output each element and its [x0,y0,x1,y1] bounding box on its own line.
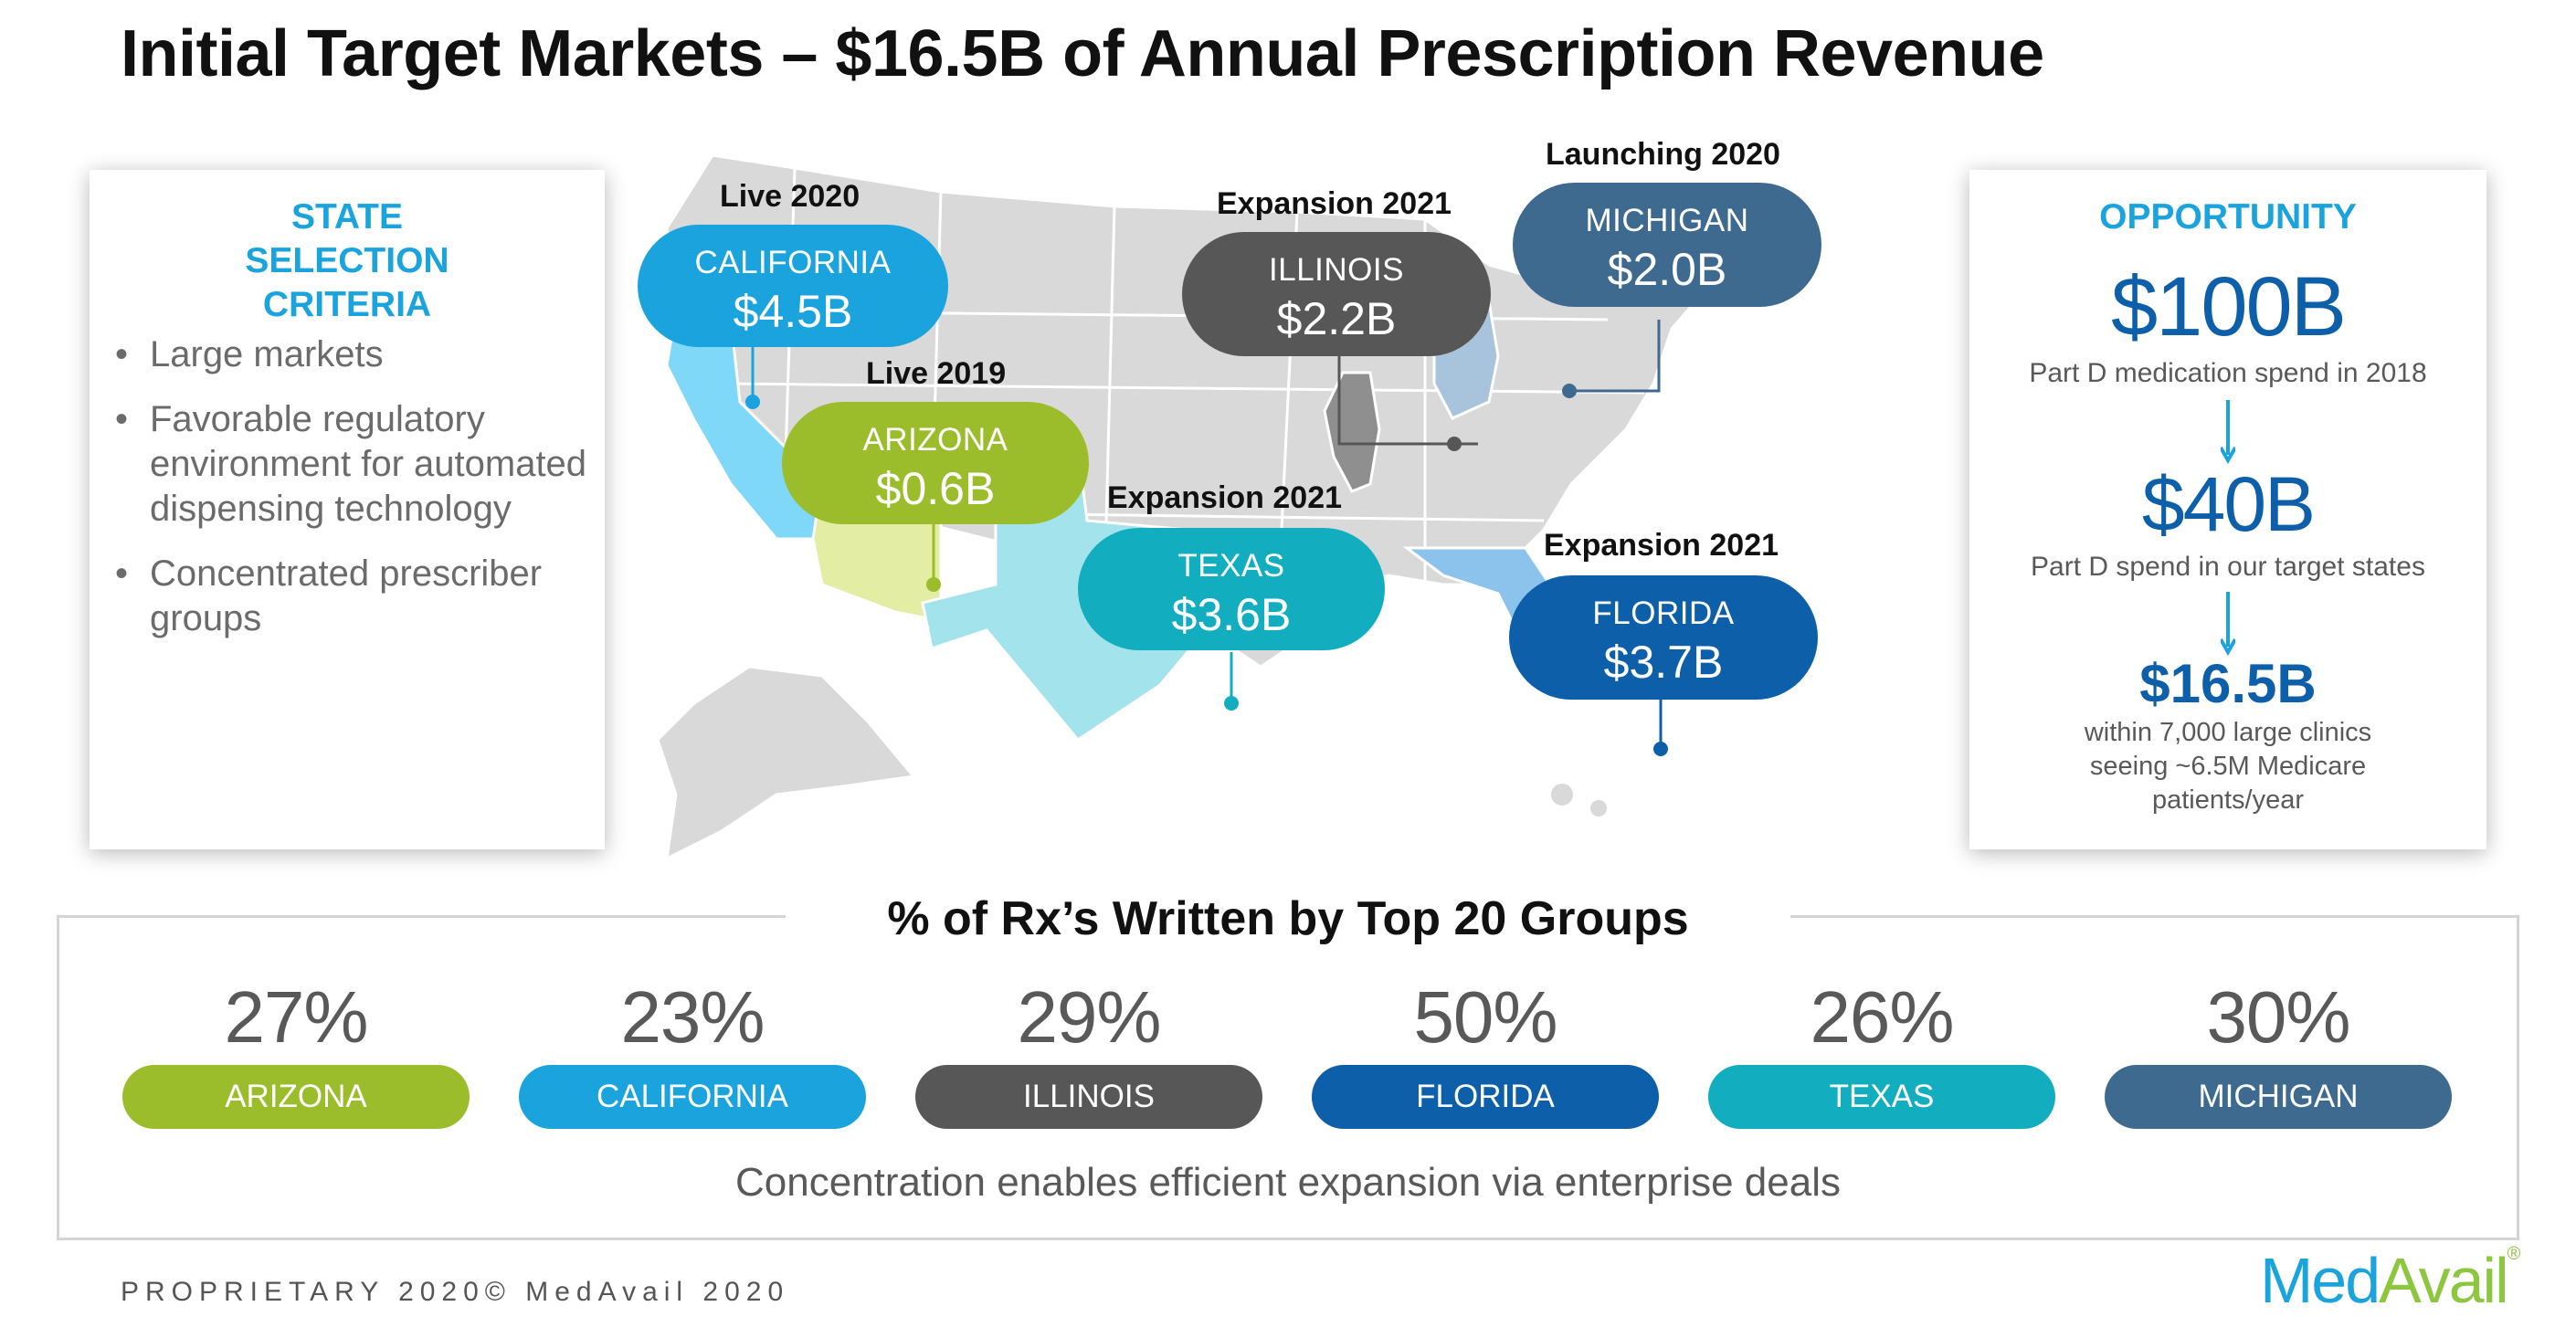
arizona-bubble: ARIZONA $0.6B [782,402,1089,524]
michigan-amount: $2.0B [1607,244,1727,295]
california-bubble: CALIFORNIA $4.5B [638,225,948,347]
michigan-label: MICHIGAN [1585,203,1749,238]
opportunity-total: $100B [2110,260,2347,353]
rx-pct-michigan: 30% [2206,976,2350,1058]
proprietary-footer: PROPRIETARY 2020© MedAvail 2020 [121,1277,790,1307]
rx-stats-title: % of Rx’s Written by Top 20 Groups [786,891,1790,946]
florida-tag: Expansion 2021 [1544,528,1779,563]
illinois-amount: $2.2B [1276,293,1397,344]
rx-pct-arizona: 27% [224,976,368,1058]
registered-mark: ® [2507,1244,2521,1264]
criteria-list: Large markets Favorable regulatory envir… [115,332,590,661]
rx-pill-florida: FLORIDA [1312,1065,1659,1129]
criteria-item: Concentrated prescriber groups [115,552,590,641]
illinois-bubble: ILLINOIS $2.2B [1182,232,1491,356]
texas-amount: $3.6B [1171,589,1292,640]
arizona-label: ARIZONA [862,422,1008,458]
rx-pill-michigan: MICHIGAN [2105,1065,2452,1129]
opportunity-target-states: $40B [2141,461,2316,547]
texas-label: TEXAS [1177,548,1285,584]
logo-med: Med [2260,1245,2381,1316]
california-marker [745,395,760,409]
florida-label: FLORIDA [1592,595,1735,631]
criteria-item: Large markets [115,332,590,377]
opportunity-card: OPPORTUNITY $100B Part D medication spen… [1969,170,2486,849]
state-selection-criteria-card: STATE SELECTION CRITERIA Large markets F… [90,170,605,849]
texas-marker [1224,696,1239,711]
rx-pct-illinois: 29% [1017,976,1161,1058]
florida-amount: $3.7B [1603,637,1724,688]
rx-pct-california: 23% [620,976,765,1058]
rx-pill-california: CALIFORNIA [519,1065,866,1129]
rx-pct-texas: 26% [1810,976,1954,1058]
illinois-tag: Expansion 2021 [1217,186,1452,221]
california-label: CALIFORNIA [694,245,892,280]
florida-bubble: FLORIDA $3.7B [1509,575,1818,700]
michigan-tag: Launching 2020 [1546,137,1780,172]
illinois-label: ILLINOIS [1269,252,1404,288]
michigan-bubble: MICHIGAN $2.0B [1513,183,1821,307]
page-title: Initial Target Markets – $16.5B of Annua… [121,17,2044,90]
rx-pill-arizona: ARIZONA [122,1065,470,1129]
michigan-marker [1562,384,1577,398]
rx-pill-illinois: ILLINOIS [915,1065,1262,1129]
down-arrow-icon [2221,592,2235,656]
criteria-item: Favorable regulatory environment for aut… [115,397,590,532]
rx-pct-florida: 50% [1413,976,1557,1058]
arizona-tag: Live 2019 [866,356,1007,391]
opportunity-clinics: $16.5B [2139,653,2317,714]
illinois-marker [1447,437,1462,451]
state-texas [921,446,1208,742]
opportunity-total-caption: Part D medication spend in 2018 [2029,358,2427,388]
texas-tag: Expansion 2021 [1107,480,1343,515]
california-amount: $4.5B [733,286,853,337]
texas-bubble: TEXAS $3.6B [1078,528,1385,650]
down-arrow-icon [2221,400,2235,464]
opportunity-clinics-caption: within 7,000 large clinics seeing ~6.5M … [2084,718,2372,815]
florida-marker [1653,742,1668,756]
opportunity-title: OPPORTUNITY [2099,197,2357,237]
rx-footnote: Concentration enables efficient expansio… [735,1160,1841,1205]
logo-avail: Avail [2379,1245,2508,1316]
rx-pill-texas: TEXAS [1708,1065,2055,1129]
arizona-amount: $0.6B [875,463,996,514]
california-tag: Live 2020 [720,179,860,214]
arizona-marker [926,577,941,592]
criteria-title: STATE SELECTION CRITERIA [245,197,449,324]
opportunity-target-states-caption: Part D spend in our target states [2031,552,2425,582]
medavail-logo: MedAvail® [2260,1244,2521,1317]
